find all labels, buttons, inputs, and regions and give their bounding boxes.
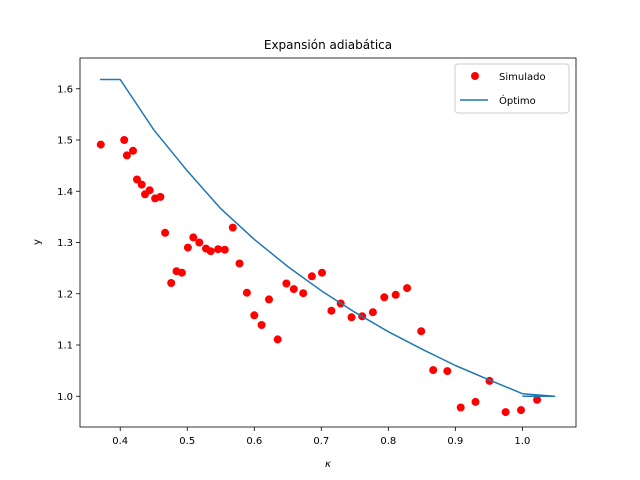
data-point-5 <box>133 175 141 184</box>
data-point-48 <box>501 408 510 417</box>
data-point-16 <box>189 233 198 242</box>
data-point-20 <box>214 245 223 254</box>
data-point-22 <box>228 223 237 232</box>
data-point-29 <box>282 279 291 288</box>
data-point-43 <box>429 366 438 375</box>
data-point-25 <box>250 311 259 320</box>
data-point-8 <box>145 186 154 195</box>
y-tick-label: 1.4 <box>57 187 73 198</box>
data-point-42 <box>417 327 426 336</box>
data-point-34 <box>327 306 336 315</box>
data-point-36 <box>347 313 356 322</box>
data-point-40 <box>391 290 400 299</box>
data-point-38 <box>368 308 377 317</box>
x-tick-label: 0.4 <box>112 436 128 447</box>
x-tick-label: 0.7 <box>313 436 329 447</box>
legend-marker-simulado <box>471 72 479 80</box>
data-point-19 <box>206 247 215 256</box>
data-point-11 <box>161 228 170 237</box>
x-tick-label: 1.0 <box>514 436 530 447</box>
data-point-4 <box>129 146 137 155</box>
y-tick-label: 1.2 <box>57 289 73 300</box>
data-point-15 <box>183 243 192 252</box>
data-point-1 <box>96 140 105 149</box>
y-tick-label: 1.5 <box>57 136 73 147</box>
data-point-46 <box>471 397 480 406</box>
data-point-2 <box>120 136 129 144</box>
data-point-32 <box>307 272 316 281</box>
x-tick-label: 0.8 <box>380 436 396 447</box>
data-point-21 <box>220 245 229 254</box>
data-point-50 <box>533 395 542 404</box>
data-point-14 <box>177 268 186 277</box>
data-point-26 <box>257 321 266 329</box>
data-point-39 <box>380 293 389 302</box>
legend: Simulado Óptimo <box>454 63 570 114</box>
plot-content <box>96 78 556 417</box>
y-axis-label: y <box>32 239 43 245</box>
legend-label-simulado: Simulado <box>499 72 546 83</box>
data-point-31 <box>299 289 308 298</box>
y-tick-label: 1.3 <box>57 238 73 249</box>
x-tick-label: 0.5 <box>179 436 195 447</box>
data-point-17 <box>195 238 204 247</box>
data-point-41 <box>403 284 412 293</box>
data-point-23 <box>235 259 244 268</box>
y-tick-label: 1.1 <box>57 341 73 352</box>
data-point-12 <box>167 279 176 287</box>
legend-label-optimo: Óptimo <box>499 94 536 107</box>
y-tick-label: 1.0 <box>57 392 73 403</box>
x-axis: 0.4 0.5 0.6 0.7 0.8 0.9 1.0 <box>112 427 530 447</box>
data-point-3 <box>122 151 131 160</box>
y-axis: 1.0 1.1 1.2 1.3 1.4 1.5 1.6 <box>57 84 80 403</box>
x-axis-label: κ <box>325 459 331 470</box>
data-point-33 <box>318 268 326 277</box>
data-point-44 <box>443 367 452 376</box>
x-tick-label: 0.9 <box>447 436 463 447</box>
data-point-30 <box>289 285 298 294</box>
optimal-curve <box>100 78 556 398</box>
data-point-10 <box>156 192 165 201</box>
chart-title: Expansión adiabática <box>264 38 392 52</box>
data-point-45 <box>456 403 465 412</box>
x-tick-label: 0.6 <box>246 436 262 447</box>
data-point-6 <box>137 180 146 189</box>
data-point-27 <box>265 295 273 304</box>
data-point-28 <box>273 335 282 344</box>
data-point-24 <box>242 288 251 297</box>
data-point-49 <box>517 406 525 415</box>
y-tick-label: 1.6 <box>57 84 73 95</box>
